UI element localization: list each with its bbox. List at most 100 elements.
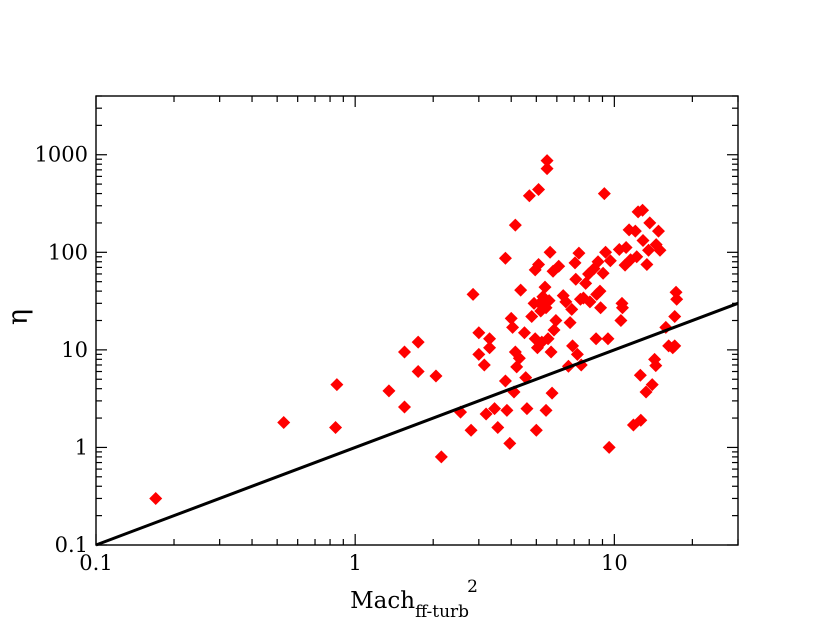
data-point bbox=[603, 254, 617, 268]
data-point bbox=[472, 326, 486, 340]
data-point bbox=[466, 287, 480, 301]
data-point bbox=[277, 416, 291, 430]
data-point bbox=[483, 341, 497, 355]
data-point bbox=[514, 283, 528, 297]
data-point bbox=[634, 413, 648, 427]
x-axis-title: Machff-turb 2 bbox=[350, 577, 478, 622]
data-point bbox=[636, 203, 650, 217]
x-axis-title-superscript: 2 bbox=[467, 577, 478, 597]
data-point bbox=[464, 423, 478, 437]
x-tick-label: 1 bbox=[348, 551, 361, 575]
data-point bbox=[619, 241, 633, 255]
data-point bbox=[508, 218, 522, 232]
y-axis-tick-labels: 0.1 1 10 100 1000 bbox=[35, 143, 88, 557]
data-point bbox=[593, 284, 607, 298]
data-point bbox=[653, 243, 667, 257]
y-tick-label: 1000 bbox=[35, 143, 88, 167]
reference-line-path bbox=[95, 301, 739, 547]
x-tick-label: 10 bbox=[601, 551, 628, 575]
y-tick-label: 100 bbox=[48, 240, 88, 264]
data-point bbox=[479, 407, 493, 421]
data-point bbox=[583, 295, 597, 309]
data-point bbox=[498, 251, 512, 265]
data-point bbox=[488, 402, 502, 416]
data-point bbox=[382, 384, 396, 398]
data-point bbox=[589, 332, 603, 346]
data-point bbox=[552, 259, 566, 273]
data-point bbox=[540, 154, 554, 168]
data-point bbox=[434, 450, 448, 464]
data-point bbox=[542, 294, 556, 308]
data-point bbox=[636, 234, 650, 248]
data-point bbox=[579, 276, 593, 290]
data-point bbox=[602, 440, 616, 454]
plot-frame bbox=[95, 95, 739, 546]
data-point bbox=[640, 257, 654, 271]
data-point bbox=[411, 335, 425, 349]
data-point bbox=[570, 347, 584, 361]
data-point bbox=[559, 295, 573, 309]
data-point bbox=[615, 301, 629, 315]
data-point bbox=[633, 368, 647, 382]
data-point bbox=[411, 365, 425, 379]
data-point bbox=[668, 309, 682, 323]
data-point bbox=[645, 378, 659, 392]
data-point bbox=[601, 332, 615, 346]
y-tick-label: 0.1 bbox=[55, 533, 88, 557]
reference-line bbox=[95, 301, 739, 547]
y-tick-label: 10 bbox=[61, 338, 88, 362]
data-point bbox=[639, 385, 653, 399]
data-point bbox=[630, 250, 644, 264]
x-tick-label: 0.1 bbox=[79, 551, 112, 575]
data-point bbox=[398, 400, 412, 414]
data-point bbox=[517, 326, 531, 340]
data-point bbox=[538, 280, 552, 294]
data-point bbox=[544, 345, 558, 359]
data-point bbox=[545, 386, 559, 400]
data-point bbox=[549, 314, 563, 327]
x-axis-title-subscript: ff-turb bbox=[415, 602, 469, 622]
data-point bbox=[670, 292, 684, 306]
data-point bbox=[628, 224, 642, 238]
data-point bbox=[668, 339, 682, 353]
data-point bbox=[565, 302, 579, 316]
data-point bbox=[506, 320, 520, 334]
data-point bbox=[429, 369, 443, 383]
data-point bbox=[532, 257, 546, 271]
y-axis-ticks bbox=[96, 95, 738, 546]
data-point bbox=[503, 436, 517, 450]
data-point bbox=[329, 421, 343, 435]
data-point bbox=[532, 183, 546, 197]
data-point bbox=[599, 245, 613, 259]
data-point bbox=[642, 243, 656, 257]
data-point bbox=[596, 266, 610, 280]
data-point bbox=[591, 255, 605, 269]
data-point bbox=[525, 309, 539, 323]
data-point bbox=[563, 316, 577, 330]
data-point bbox=[569, 272, 583, 286]
data-point bbox=[529, 423, 543, 437]
data-point bbox=[512, 351, 526, 365]
data-point bbox=[649, 359, 663, 373]
data-point bbox=[330, 378, 344, 392]
data-point bbox=[522, 189, 536, 203]
data-point bbox=[504, 311, 518, 325]
data-point bbox=[594, 301, 608, 315]
data-point bbox=[540, 162, 554, 176]
data-point bbox=[498, 374, 512, 388]
data-point bbox=[491, 421, 505, 435]
y-axis-title: η bbox=[3, 309, 34, 325]
data-markers bbox=[149, 154, 684, 505]
x-axis-title-main: Mach bbox=[350, 588, 415, 614]
data-point bbox=[472, 347, 486, 361]
data-point bbox=[543, 245, 557, 259]
x-axis-ticks bbox=[95, 96, 739, 545]
data-point bbox=[500, 403, 514, 417]
data-point bbox=[398, 345, 412, 359]
data-point bbox=[483, 332, 497, 346]
data-point bbox=[643, 216, 657, 230]
data-point bbox=[477, 358, 491, 372]
data-point bbox=[547, 323, 561, 337]
data-point bbox=[651, 224, 665, 238]
